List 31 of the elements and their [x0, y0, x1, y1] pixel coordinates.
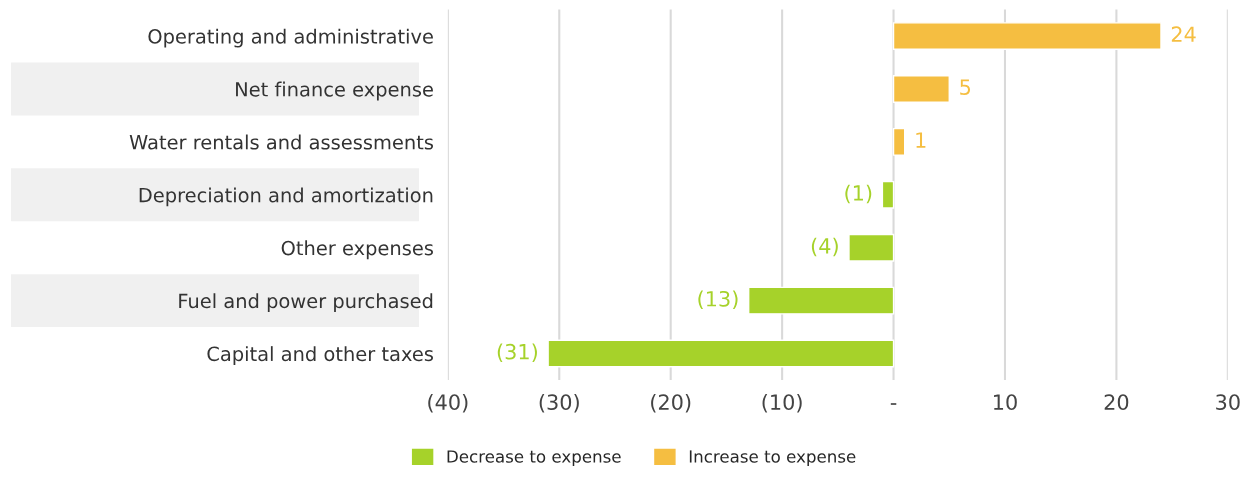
legend-label: Increase to expense [689, 450, 856, 466]
y-tick-label: Net finance expense [236, 81, 433, 101]
bar [747, 286, 895, 315]
y-tick-label: Depreciation and amortization [139, 187, 433, 207]
x-tick-label: (30) [539, 393, 579, 413]
data-label: (13) [698, 290, 738, 310]
bar [892, 75, 950, 103]
bar [547, 339, 895, 368]
data-label: (4) [811, 237, 838, 257]
y-tick-label: Fuel and power purchased [179, 293, 433, 313]
bar [892, 22, 1162, 50]
x-tick-label: - [890, 403, 897, 405]
bar [881, 180, 895, 209]
x-tick-label: 20 [1104, 394, 1129, 411]
x-tick-label: 10 [994, 394, 1017, 411]
data-label: 5 [960, 79, 971, 96]
data-label: (31) [497, 343, 537, 363]
y-tick-label: Other expenses [281, 240, 433, 260]
y-tick-label: Water rentals and assessments [129, 134, 434, 150]
legend-label: Decrease to expense [447, 450, 621, 466]
x-tick-label: (10) [762, 393, 802, 413]
data-label: 24 [1171, 26, 1196, 42]
y-tick-label: Capital and other taxes [207, 346, 433, 365]
x-tick-label: (20) [651, 393, 691, 413]
y-tick-label: Operating and administrative [148, 28, 433, 48]
data-label: (1) [845, 184, 872, 204]
x-tick-label: (40) [428, 393, 468, 413]
x-tick-label: 30 [1216, 394, 1240, 411]
data-label: 1 [916, 132, 926, 148]
bar [848, 233, 895, 262]
bar [892, 127, 906, 156]
